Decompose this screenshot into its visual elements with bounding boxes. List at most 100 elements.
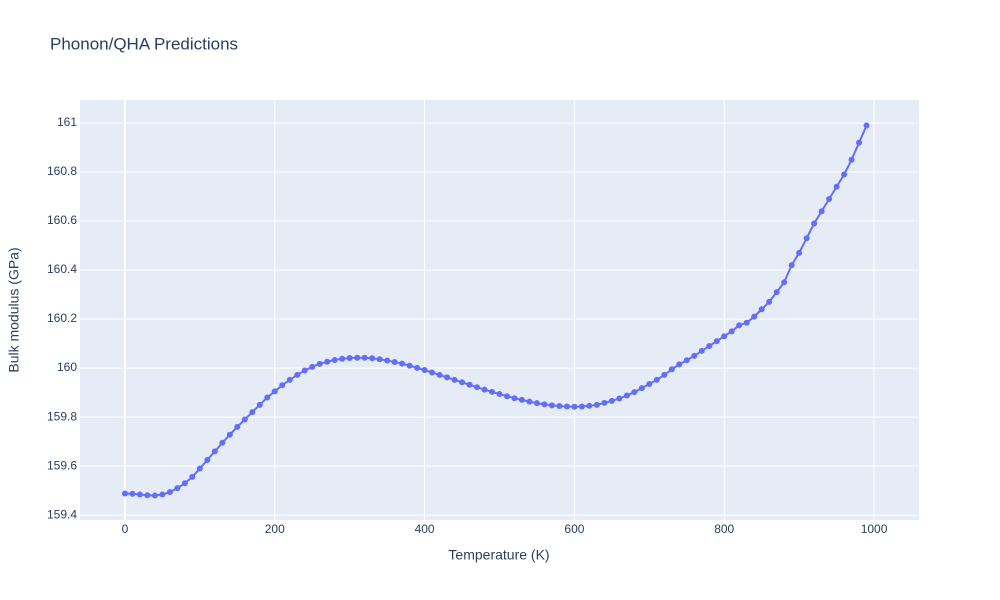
data-point [788,262,795,269]
data-point [436,371,443,378]
data-point [174,485,181,492]
data-point [698,347,705,354]
data-point [623,392,630,399]
data-point [833,183,840,190]
x-tick-label: 800 [714,522,734,536]
data-point [578,403,585,410]
data-point [751,313,758,320]
data-point [391,358,398,365]
x-tick-label: 0 [122,522,129,536]
data-point [489,388,496,395]
data-point [354,354,361,361]
data-point [713,338,720,345]
data-point [324,358,331,365]
data-point [159,491,166,498]
data-point [653,376,660,383]
data-point [301,367,308,374]
data-point [616,395,623,402]
data-point [444,374,451,381]
data-point [226,431,233,438]
y-tick-label: 159.8 [47,409,77,423]
data-point [414,364,421,371]
data-point [361,354,368,361]
y-tick-label: 159.4 [47,507,77,521]
data-point [848,156,855,163]
data-point [121,490,128,497]
data-point [429,369,436,376]
data-point [706,343,713,350]
data-point [271,388,278,395]
data-point [294,371,301,378]
data-point [496,391,503,398]
data-point [721,333,728,340]
data-point [151,492,158,499]
data-point [736,322,743,329]
data-point [676,361,683,368]
data-point [331,356,338,363]
data-point [593,401,600,408]
data-point [136,491,143,498]
data-point [526,398,533,405]
data-point [503,393,510,400]
data-point [384,357,391,364]
data-point [818,208,825,215]
chart-title: Phonon/QHA Predictions [50,34,238,53]
data-point [743,319,750,326]
data-point [369,355,376,362]
data-point [758,306,765,313]
y-tick-label: 160.6 [47,213,77,227]
data-point [219,439,226,446]
data-point [316,360,323,367]
y-tick-label: 160.8 [47,164,77,178]
y-tick-label: 161 [57,115,77,129]
data-point [556,403,563,410]
data-point [518,396,525,403]
data-point [548,402,555,409]
data-point [264,394,271,401]
data-point [181,480,188,487]
data-point [811,220,818,227]
data-point [841,171,848,178]
data-point [421,367,428,374]
data-point [863,122,870,129]
data-point [234,423,241,430]
data-point [586,402,593,409]
data-point [571,403,578,410]
data-point [691,352,698,359]
data-point [796,249,803,256]
x-axis-title: Temperature (K) [448,547,549,563]
y-tick-label: 160 [57,360,77,374]
data-point [781,279,788,286]
y-axis-title: Bulk modulus (GPa) [6,247,22,372]
data-point [241,416,248,423]
x-tick-label: 200 [265,522,285,536]
data-point [339,355,346,362]
data-point [406,362,413,369]
data-point [474,384,481,391]
data-point [856,139,863,146]
data-point [826,195,833,202]
data-point [189,473,196,480]
data-point [346,355,353,362]
y-tick-label: 160.2 [47,311,77,325]
data-point [563,403,570,410]
data-point [661,371,668,378]
data-point [249,409,256,416]
data-point [608,397,615,404]
data-point [129,490,136,497]
data-point [459,379,466,386]
data-point [286,376,293,383]
data-line [124,125,868,497]
data-point [773,289,780,296]
x-tick-label: 400 [415,522,435,536]
data-point [511,395,518,402]
data-point [601,399,608,406]
y-tick-label: 159.6 [47,458,77,472]
data-point [766,298,773,305]
data-point [683,357,690,364]
data-point [466,381,473,388]
data-point [481,386,488,393]
plot-area [80,100,919,520]
data-point [256,401,263,408]
